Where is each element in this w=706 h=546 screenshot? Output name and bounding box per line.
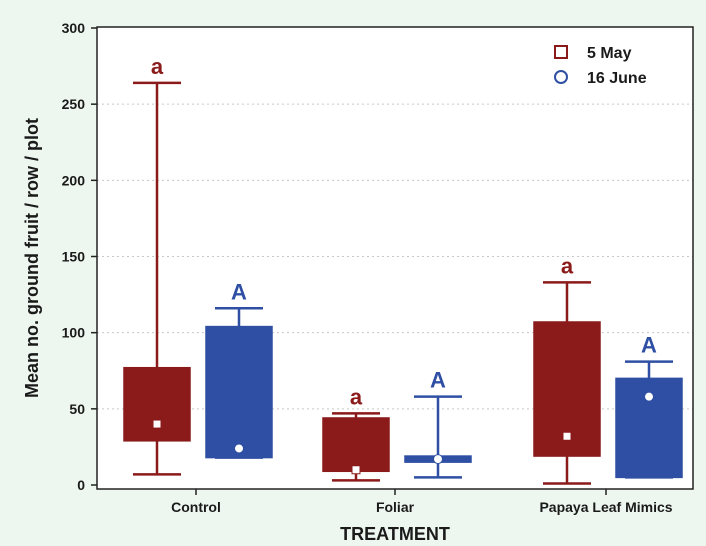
mean-marker — [351, 465, 361, 475]
significance-letter: a — [561, 253, 574, 278]
y-tick-label: 300 — [62, 20, 86, 36]
mean-marker — [234, 443, 244, 454]
x-axis: Control Foliar Papaya Leaf Mimics — [171, 489, 673, 515]
mean-marker — [433, 454, 443, 465]
legend-swatch — [554, 70, 568, 84]
legend-label: 5 May — [587, 45, 632, 62]
legend: 5 May 16 June — [554, 45, 647, 87]
x-tick-label: Control — [171, 499, 221, 515]
legend-label: 16 June — [587, 70, 647, 87]
x-tick-label: Papaya Leaf Mimics — [539, 499, 672, 515]
mean-marker — [644, 391, 654, 402]
box — [205, 325, 273, 459]
legend-swatch — [554, 45, 568, 59]
box — [123, 366, 191, 442]
mean-marker — [562, 431, 572, 441]
significance-letter: A — [231, 279, 247, 304]
significance-letter: A — [641, 333, 657, 358]
y-axis: 0 50 100 150 200 250 300 — [62, 20, 97, 493]
y-tick-label: 150 — [62, 249, 86, 265]
y-tick-label: 50 — [69, 401, 85, 417]
boxes: a a a A A A — [123, 54, 683, 485]
y-axis-title: Mean no. ground fruit / row / plot — [22, 118, 42, 398]
x-tick-label: Foliar — [376, 499, 415, 515]
x-axis-title: TREATMENT — [340, 524, 450, 544]
box — [615, 377, 683, 479]
box — [322, 417, 390, 473]
significance-letter: a — [350, 384, 363, 409]
significance-letter: a — [151, 54, 164, 79]
y-tick-label: 250 — [62, 96, 86, 112]
y-tick-label: 200 — [62, 172, 86, 188]
y-tick-label: 0 — [77, 477, 85, 493]
y-tick-label: 100 — [62, 325, 86, 341]
significance-letter: A — [430, 368, 446, 393]
mean-marker — [152, 419, 162, 429]
